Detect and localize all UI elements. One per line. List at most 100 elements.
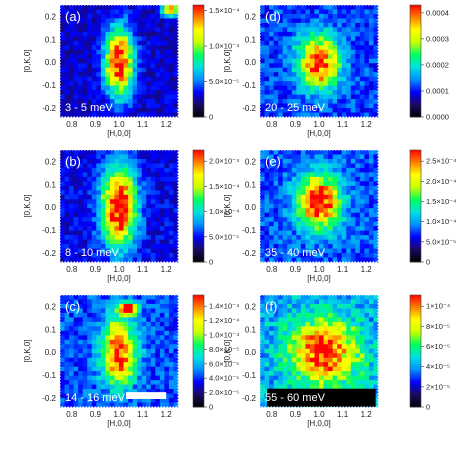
heatmap-cell <box>282 308 288 314</box>
heatmap-cell <box>123 54 129 60</box>
heatmap-cell <box>96 253 102 258</box>
heatmap-cell <box>132 339 138 345</box>
heatmap-cell <box>173 103 179 109</box>
heatmap-cell <box>314 63 320 69</box>
heatmap-cell <box>119 344 124 350</box>
y-axis-label: [0,K,0] <box>23 49 32 72</box>
heatmap-cell <box>287 239 293 245</box>
heatmap-cell <box>173 221 179 227</box>
colorbar-segment <box>410 304 421 307</box>
colorbar-segment <box>410 179 421 183</box>
heatmap-cell <box>278 31 284 37</box>
heatmap-cell <box>373 299 379 305</box>
heatmap-cell <box>123 312 129 318</box>
heatmap-cell <box>328 248 334 254</box>
heatmap-cell <box>114 402 120 408</box>
heatmap-cell <box>373 339 379 345</box>
heatmap-cell <box>96 112 102 118</box>
heatmap-cell <box>119 31 124 37</box>
heatmap-cell <box>373 27 379 33</box>
heatmap-cell <box>341 199 347 205</box>
heatmap-cell <box>109 58 115 64</box>
heatmap-cell <box>132 303 138 309</box>
heatmap-cell <box>282 208 288 214</box>
heatmap-cell <box>332 58 338 64</box>
colorbar-segment <box>410 349 421 352</box>
heatmap-cell <box>64 103 70 109</box>
colorbar-segment <box>410 44 421 47</box>
heatmap-cell <box>128 239 134 245</box>
heatmap-cell <box>346 384 352 390</box>
energy-label: 55 - 60 meV <box>265 392 326 404</box>
heatmap-cell <box>350 27 356 33</box>
plot-frame <box>59 149 179 263</box>
colorbar-segment <box>193 29 204 32</box>
heatmap-cell <box>296 235 302 240</box>
heatmap-cell <box>314 103 320 109</box>
heatmap-cell <box>141 235 147 240</box>
heatmap-cell <box>319 339 324 345</box>
heatmap-cell <box>337 181 343 187</box>
heatmap-cell <box>368 239 374 245</box>
heatmap-cell <box>100 54 106 60</box>
heatmap-cell <box>137 190 143 196</box>
heatmap-cell <box>159 185 165 191</box>
x-axis-label: [H,0,0] <box>307 129 331 138</box>
heatmap-cell <box>91 303 97 309</box>
heatmap-cell <box>128 22 134 28</box>
heatmap-cell <box>87 344 93 350</box>
colorbar-segment <box>410 163 421 166</box>
heatmap-cell <box>350 45 356 51</box>
heatmap-cell <box>319 299 324 305</box>
heatmap-cell <box>155 158 161 164</box>
heatmap-cell <box>269 108 275 113</box>
heatmap-cell <box>91 45 97 51</box>
heatmap-cell <box>105 158 111 164</box>
heatmap-cell <box>319 348 324 354</box>
heatmap-cell <box>359 108 365 113</box>
heatmap-cell <box>309 63 315 69</box>
heatmap-cell <box>319 154 324 160</box>
heatmap-cell <box>287 31 293 37</box>
colorbar-segment <box>193 356 204 359</box>
heatmap-cell <box>323 317 329 323</box>
heatmap-cell <box>173 194 179 200</box>
colorbar-tick-label: 0.0003 <box>426 34 449 43</box>
heatmap-cell <box>323 22 329 28</box>
heatmap-cell <box>350 172 356 178</box>
heatmap-cell <box>64 357 70 363</box>
heatmap-cell <box>332 353 338 359</box>
heatmap-cell <box>87 226 93 232</box>
heatmap-cell <box>264 303 270 309</box>
heatmap-cell <box>60 371 65 377</box>
heatmap-cell <box>337 9 343 15</box>
heatmap-cell <box>87 167 93 173</box>
heatmap-cell <box>346 244 352 249</box>
heatmap-cell <box>128 308 134 314</box>
heatmap-cell <box>128 384 134 390</box>
heatmap-cell <box>287 150 293 155</box>
heatmap-cell <box>168 40 174 46</box>
heatmap-cell <box>60 185 65 191</box>
colorbar-tick-label: 2×10⁻⁵ <box>426 382 450 391</box>
heatmap-cell <box>168 85 174 91</box>
heatmap-cell <box>60 58 65 64</box>
heatmap-cell <box>119 384 124 390</box>
heatmap-cell <box>137 176 143 182</box>
heatmap-cell <box>269 244 275 249</box>
colorbar-segment <box>410 388 421 391</box>
heatmap-cell <box>119 40 124 46</box>
heatmap-cell <box>328 185 334 191</box>
heatmap-cell <box>64 371 70 377</box>
heatmap-cell <box>296 295 302 300</box>
heatmap-cell <box>132 108 138 113</box>
heatmap-cell <box>119 212 124 218</box>
panel-label: (d) <box>265 9 281 24</box>
heatmap-cell <box>373 13 379 19</box>
heatmap-cell <box>173 150 179 155</box>
heatmap-cell <box>69 154 75 160</box>
heatmap-cell <box>291 244 297 249</box>
heatmap-cell <box>278 154 284 160</box>
heatmap-cell <box>132 326 138 332</box>
heatmap-cell <box>319 167 324 173</box>
